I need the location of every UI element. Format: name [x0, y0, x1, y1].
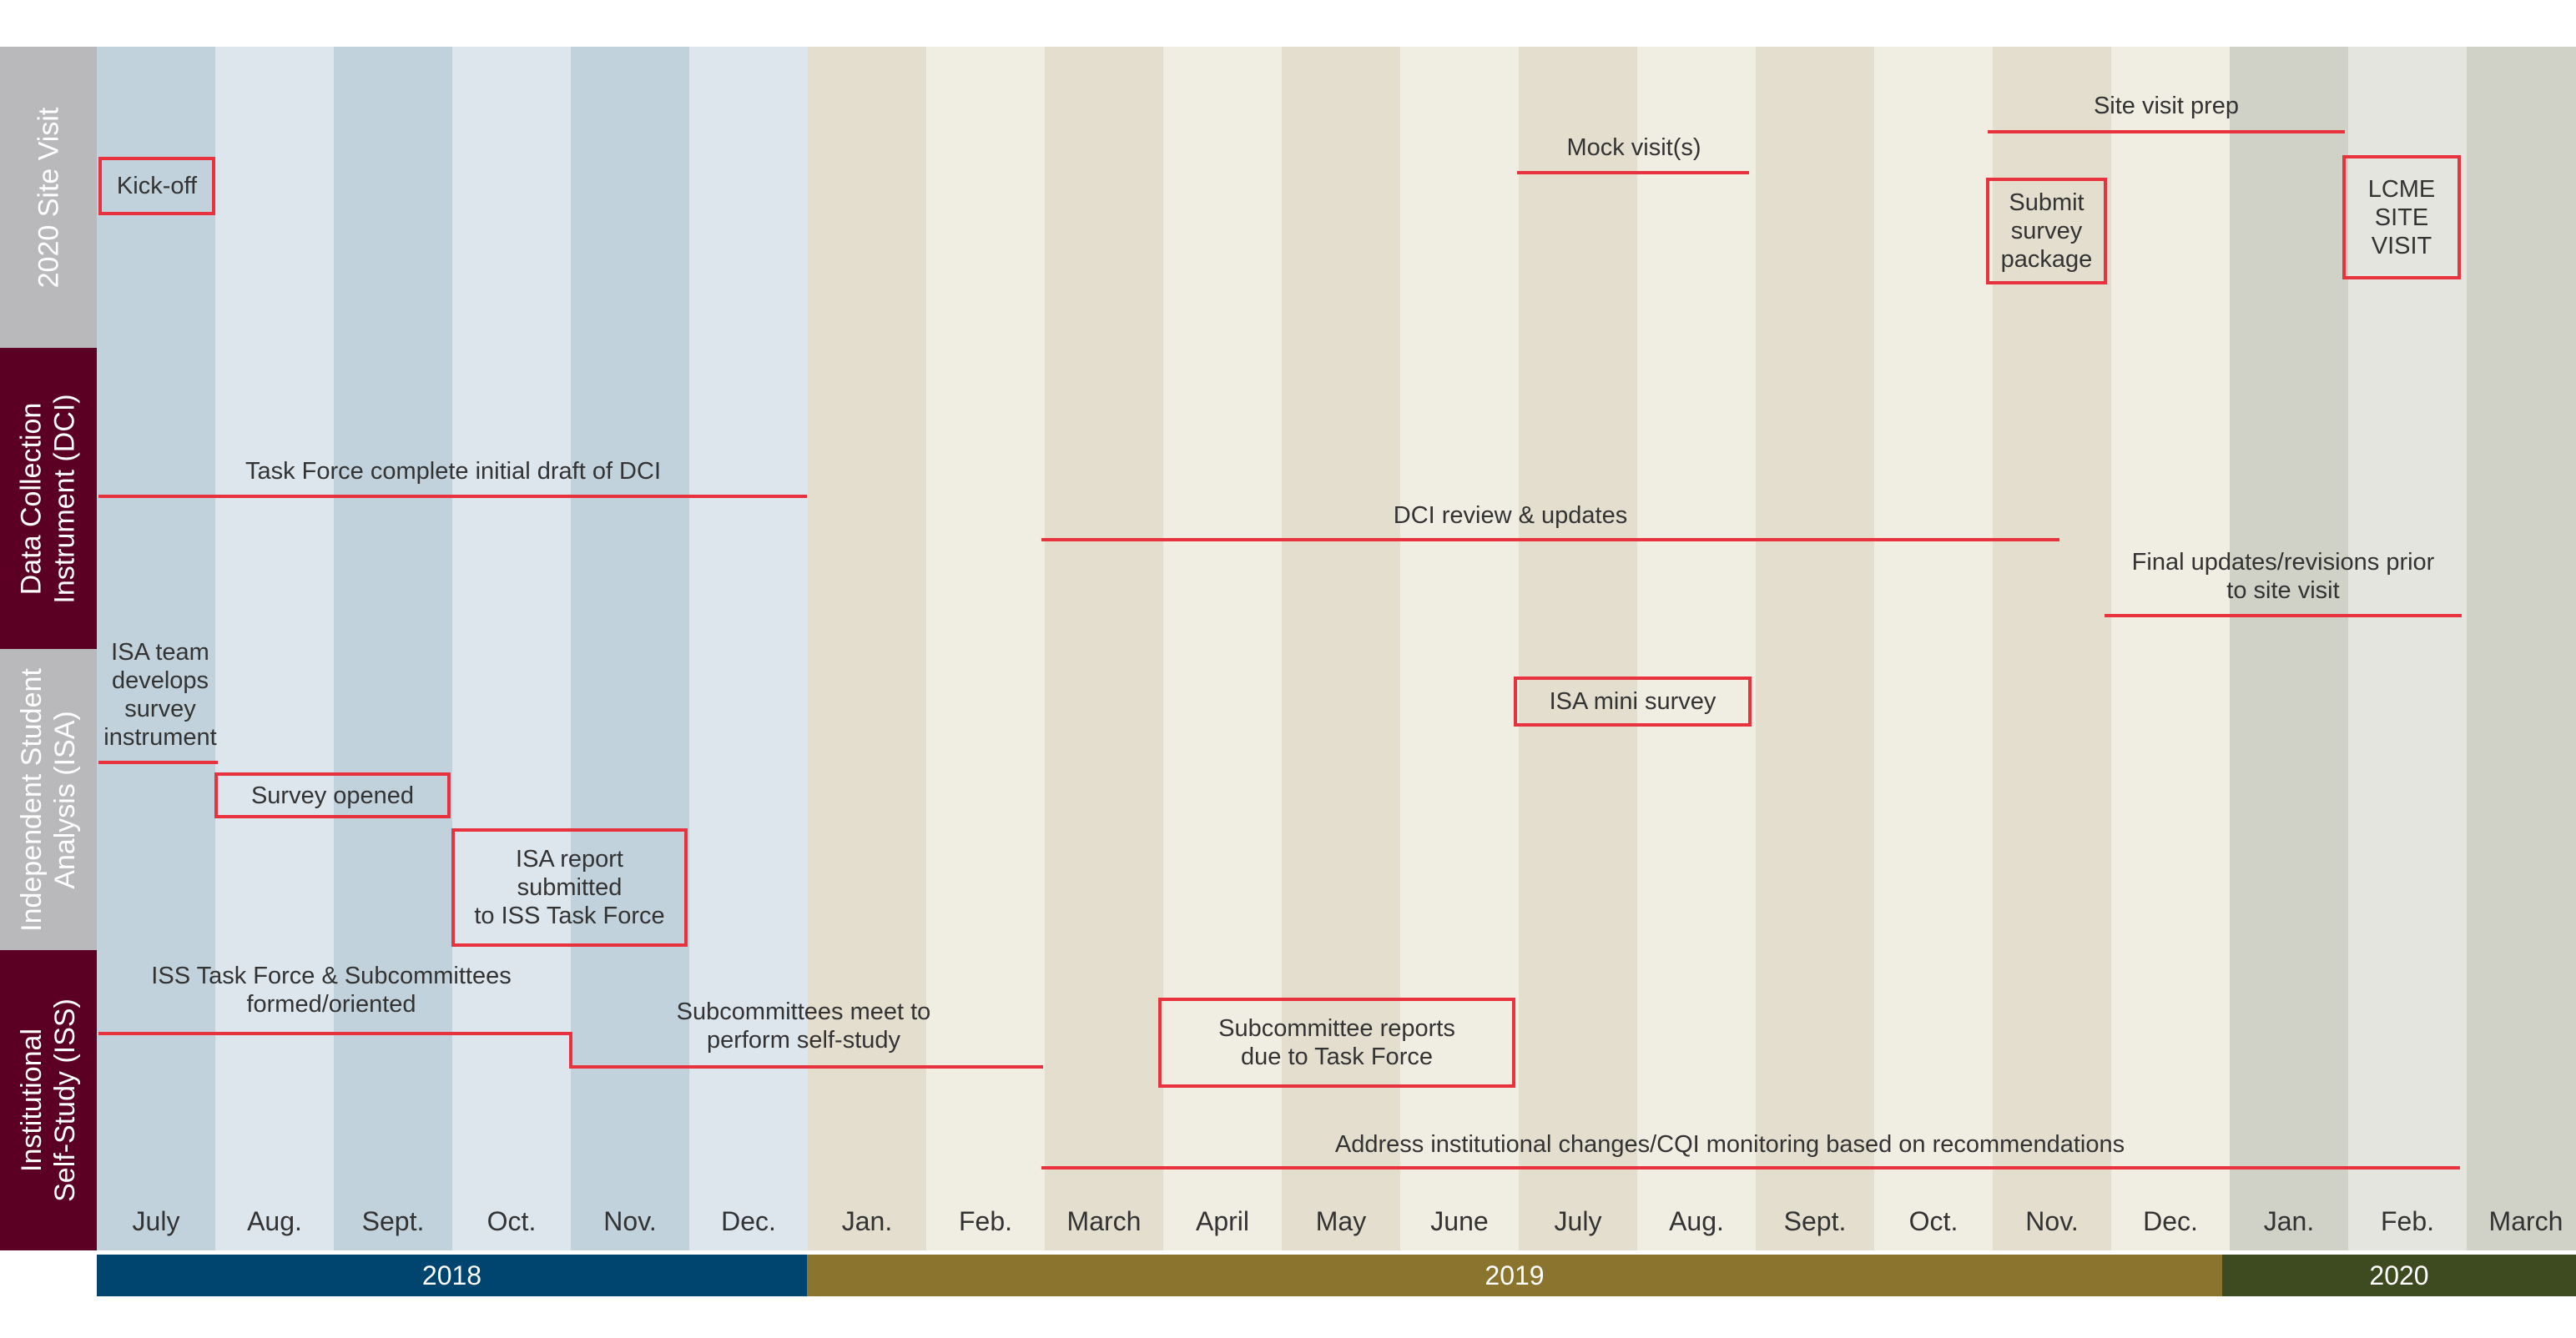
- year-label-2020: 2020: [2369, 1260, 2429, 1290]
- row-label-site-visit: 2020 Site Visit: [0, 47, 97, 348]
- month-label: July: [132, 1206, 180, 1236]
- month-label: Aug.: [247, 1206, 302, 1236]
- month-column: [1400, 47, 1519, 1250]
- month-column: [1756, 47, 1874, 1250]
- month-label: Oct.: [486, 1206, 537, 1236]
- month-column: [1637, 47, 1756, 1250]
- dci-review-line: [1041, 538, 2059, 541]
- month-column: [571, 47, 689, 1250]
- row-label-iss: Institutional Self-Study (ISS): [0, 950, 97, 1250]
- month-column: [1519, 47, 1637, 1250]
- month-label: July: [1554, 1206, 1602, 1236]
- row-label-dci-text: Data Collection Instrument (DCI): [16, 393, 82, 604]
- row-label-isa: Independent Student Analysis (ISA): [0, 649, 97, 950]
- iss-formed-label: ISS Task Force & Subcommittees formed/or…: [151, 963, 512, 1018]
- year-bar-2018: 2018: [97, 1255, 807, 1296]
- month-label: Jan.: [2263, 1206, 2315, 1236]
- isa-report-label: ISA report submitted to ISS Task Force: [474, 846, 665, 929]
- month-label: Dec.: [721, 1206, 776, 1236]
- isa-team-line: [98, 761, 218, 764]
- dci-final-line: [2105, 614, 2462, 617]
- lcme-site-visit-label: LCME SITE VISIT: [2367, 175, 2436, 259]
- month-label: May: [1315, 1206, 1367, 1236]
- isa-mini-survey-label: ISA mini survey: [1549, 688, 1716, 715]
- month-column: [689, 47, 808, 1250]
- month-label: Dec.: [2143, 1206, 2198, 1236]
- month-label: Feb.: [958, 1206, 1013, 1236]
- dci-review-label: DCI review & updates: [1393, 502, 1628, 529]
- month-label: March: [2488, 1206, 2563, 1236]
- month-label: Feb.: [2380, 1206, 2435, 1236]
- month-column: [215, 47, 334, 1250]
- isa-report-box: ISA report submitted to ISS Task Force: [451, 828, 688, 947]
- row-label-site-visit-text: 2020 Site Visit: [33, 107, 65, 288]
- dci-draft-line: [98, 495, 807, 498]
- iss-meet-line: [569, 1065, 1043, 1069]
- month-label: Oct.: [1908, 1206, 1958, 1236]
- month-column: [2111, 47, 2230, 1250]
- row-label-dci: Data Collection Instrument (DCI): [0, 348, 97, 649]
- month-column: [1993, 47, 2111, 1250]
- month-column: [926, 47, 1045, 1250]
- lcme-site-visit-box: LCME SITE VISIT: [2342, 155, 2461, 279]
- year-label-2019: 2019: [1485, 1260, 1545, 1290]
- month-column: [1282, 47, 1400, 1250]
- survey-opened-label: Survey opened: [250, 782, 415, 809]
- site-visit-prep-line: [1988, 130, 2345, 133]
- month-column: [452, 47, 571, 1250]
- iss-formed-line: [98, 1032, 572, 1035]
- month-label: Sept.: [361, 1206, 425, 1236]
- row-label-iss-text: Institutional Self-Study (ISS): [16, 998, 81, 1202]
- month-label: June: [1430, 1206, 1489, 1236]
- month-column: [2467, 47, 2576, 1250]
- month-label: Sept.: [1783, 1206, 1847, 1236]
- subcommittee-reports-label: Subcommittee reports due to Task Force: [1218, 1015, 1455, 1070]
- mock-visits-line: [1517, 171, 1749, 174]
- month-column: [2348, 47, 2467, 1250]
- isa-mini-survey-box: ISA mini survey: [1514, 677, 1752, 727]
- isa-team-label: ISA team develops survey instrument: [103, 639, 217, 751]
- submit-survey-box: Submit survey package: [1986, 178, 2107, 284]
- iss-address-label: Address institutional changes/CQI monito…: [1334, 1131, 2125, 1158]
- kickoff-label: Kick-off: [116, 173, 198, 199]
- year-label-2018: 2018: [421, 1260, 482, 1290]
- year-bar-2019: 2019: [807, 1255, 2222, 1296]
- month-label: Nov.: [2025, 1206, 2079, 1236]
- subcommittee-reports-box: Subcommittee reports due to Task Force: [1158, 998, 1515, 1088]
- month-label: March: [1066, 1206, 1142, 1236]
- month-column: [2230, 47, 2348, 1250]
- month-column: [1874, 47, 1993, 1250]
- year-bar-2020: 2020: [2222, 1255, 2576, 1296]
- month-label: Jan.: [841, 1206, 893, 1236]
- row-label-isa-text: Independent Student Analysis (ISA): [16, 667, 82, 932]
- mock-visits-label: Mock visit(s): [1566, 134, 1701, 161]
- dci-final-label: Final updates/revisions prior to site vi…: [2131, 549, 2435, 604]
- submit-survey-label: Submit survey package: [2000, 189, 2093, 273]
- month-label: April: [1195, 1206, 1249, 1236]
- month-label: Nov.: [603, 1206, 657, 1236]
- kickoff-box: Kick-off: [98, 157, 215, 215]
- month-column: [1045, 47, 1163, 1250]
- iss-meet-label: Subcommittees meet to perform self-study: [676, 998, 931, 1054]
- month-column: [97, 47, 215, 1250]
- month-label: Aug.: [1669, 1206, 1724, 1236]
- survey-opened-box: Survey opened: [214, 772, 451, 818]
- dci-draft-label: Task Force complete initial draft of DCI: [244, 458, 662, 485]
- iss-formed-step: [569, 1032, 572, 1069]
- month-column: [334, 47, 452, 1250]
- iss-address-line: [1041, 1166, 2460, 1169]
- month-column: [1163, 47, 1282, 1250]
- month-column: [808, 47, 926, 1250]
- site-visit-prep-label: Site visit prep: [2093, 93, 2240, 119]
